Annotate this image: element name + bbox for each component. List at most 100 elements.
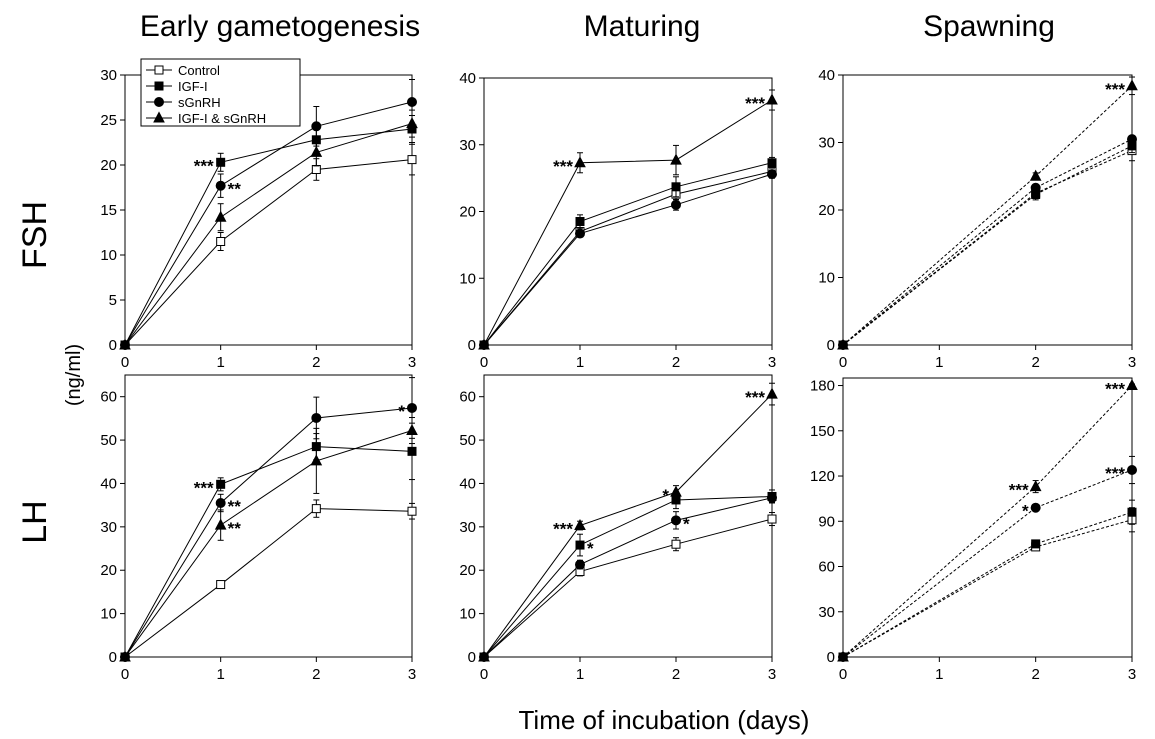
legend-item-control: Control xyxy=(146,63,220,78)
y-tick-label: 20 xyxy=(459,204,476,221)
legend-marker xyxy=(154,81,164,91)
y-tick-label: 10 xyxy=(459,270,476,287)
series-line xyxy=(124,446,413,658)
series-igf-i-sgnrh xyxy=(478,382,778,662)
x-tick-label: 0 xyxy=(121,354,129,371)
data-point xyxy=(214,518,227,530)
y-tick-label: 0 xyxy=(109,337,117,354)
series-line xyxy=(124,430,413,658)
series-igf-i-sgnrh xyxy=(119,417,418,662)
data-point xyxy=(671,515,681,526)
y-tick-label: 60 xyxy=(100,389,117,406)
data-point xyxy=(574,156,586,168)
plot-frame xyxy=(842,377,1133,658)
data-point xyxy=(216,580,226,590)
data-point xyxy=(1127,464,1137,475)
data-point xyxy=(671,182,681,192)
series-igf-i xyxy=(120,115,417,350)
y-tick-label: 20 xyxy=(818,202,835,219)
x-tick-label: 1 xyxy=(935,666,943,683)
series-sgnrh xyxy=(479,169,777,350)
x-tick-label: 2 xyxy=(1031,354,1039,371)
significance-annotation: *** xyxy=(1105,464,1125,483)
significance-annotation: *** xyxy=(1009,481,1029,500)
y-tick-label: 10 xyxy=(100,606,117,623)
data-point xyxy=(1029,169,1042,181)
x-tick-label: 1 xyxy=(216,354,224,371)
data-point xyxy=(767,169,777,180)
series-igf-i xyxy=(120,422,417,662)
row-title-lh: LH xyxy=(16,500,54,543)
y-tick-label: 20 xyxy=(459,562,476,579)
x-tick-label: 3 xyxy=(1128,666,1136,683)
legend-label: IGF-I xyxy=(178,79,208,94)
series-line xyxy=(483,518,773,658)
data-point xyxy=(311,165,321,174)
y-tick-label: 30 xyxy=(100,519,117,536)
series-line xyxy=(124,101,413,346)
data-point xyxy=(407,402,417,413)
series-control xyxy=(838,507,1137,662)
series-control xyxy=(479,164,777,350)
y-tick-label: 0 xyxy=(827,649,835,666)
x-tick-label: 3 xyxy=(768,354,776,371)
y-tick-label: 0 xyxy=(468,337,476,354)
series-control xyxy=(479,512,777,662)
significance-annotation: *** xyxy=(1105,380,1125,399)
series-igf-i-sgnrh xyxy=(478,89,778,350)
plot-frame xyxy=(483,374,773,658)
x-axis-label: Time of incubation (days) xyxy=(519,705,810,735)
legend-item-igf-i: IGF-I xyxy=(146,79,208,94)
y-tick-label: 150 xyxy=(810,423,835,440)
significance-annotation: *** xyxy=(553,520,573,539)
data-point xyxy=(671,199,681,210)
series-line xyxy=(124,508,413,658)
significance-annotation: * xyxy=(683,514,690,533)
legend-marker xyxy=(154,65,164,75)
y-tick-label: 10 xyxy=(818,270,835,287)
series-line xyxy=(483,99,773,346)
series-igf-i xyxy=(838,499,1137,662)
x-tick-label: 3 xyxy=(408,354,416,371)
plot-frame xyxy=(483,77,773,346)
series-igf-i-sgnrh xyxy=(837,378,1138,662)
y-tick-label: 5 xyxy=(109,292,117,309)
data-point xyxy=(407,506,417,516)
data-point xyxy=(311,121,322,132)
y-tick-label: 0 xyxy=(827,337,835,354)
data-point xyxy=(216,479,226,489)
series-line xyxy=(124,128,413,346)
series-control xyxy=(120,143,417,350)
y-tick-label: 15 xyxy=(100,202,117,219)
significance-annotation: *** xyxy=(745,94,765,113)
x-tick-label: 2 xyxy=(312,354,320,371)
x-tick-label: 2 xyxy=(312,666,320,683)
significance-annotation: ** xyxy=(228,497,242,516)
y-tick-label: 40 xyxy=(100,475,117,492)
significance-annotation: *** xyxy=(745,388,765,407)
y-axis-label: (ng/ml) xyxy=(63,344,85,406)
significance-annotation: * xyxy=(398,402,405,421)
data-point xyxy=(1127,134,1137,145)
data-point xyxy=(766,387,778,399)
data-point xyxy=(1126,378,1138,391)
y-tick-label: 25 xyxy=(100,112,117,129)
y-tick-label: 0 xyxy=(468,649,476,666)
series-control xyxy=(120,499,417,662)
data-point xyxy=(1126,79,1138,91)
column-title-maturing: Maturing xyxy=(584,10,701,43)
data-point xyxy=(575,217,585,227)
series-line xyxy=(842,511,1133,658)
data-point xyxy=(837,650,849,662)
significance-annotation: * xyxy=(662,486,669,505)
series-line xyxy=(483,495,773,658)
data-point xyxy=(574,518,586,531)
series-line xyxy=(842,138,1133,346)
data-point xyxy=(215,497,226,508)
series-line xyxy=(842,385,1133,658)
